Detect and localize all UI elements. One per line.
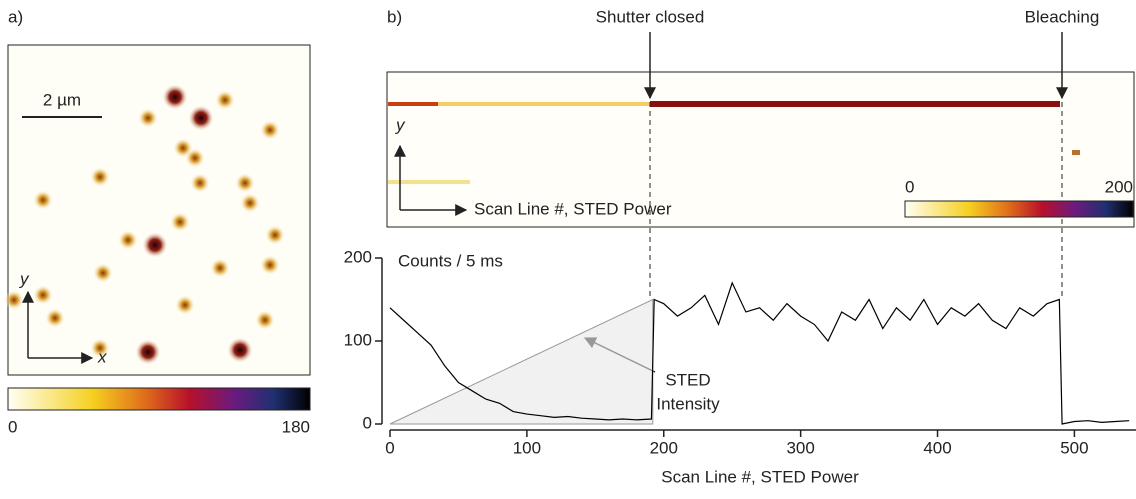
spot <box>45 308 65 328</box>
annotation: Bleaching <box>1025 7 1100 26</box>
spot <box>33 190 53 210</box>
y-tick-label: 0 <box>363 413 372 432</box>
spot <box>188 105 214 131</box>
spot <box>93 263 113 283</box>
panel-label: b) <box>387 7 402 26</box>
colorbar <box>904 200 1134 218</box>
spot <box>235 173 255 193</box>
annotation: STED <box>665 370 710 389</box>
spot <box>90 167 110 187</box>
spot <box>142 232 168 258</box>
panel-label: a) <box>8 7 23 26</box>
spot <box>170 212 190 232</box>
x-axis-title: Scan Line #, STED Power <box>661 467 859 486</box>
colorbar-tick-label: 180 <box>282 417 310 436</box>
spot <box>255 310 275 330</box>
x-tick-label: 0 <box>385 438 394 457</box>
colorbar <box>7 387 311 411</box>
spot <box>90 338 110 358</box>
spot <box>33 285 53 305</box>
x-tick-label: 500 <box>1060 438 1088 457</box>
x-tick-label: 400 <box>923 438 951 457</box>
spot <box>260 120 280 140</box>
data-line <box>389 281 1130 425</box>
spot <box>162 84 188 110</box>
axis-label: Scan Line #, STED Power <box>474 199 672 218</box>
spot <box>260 255 280 275</box>
spot <box>227 337 253 363</box>
sted-ramp <box>389 298 654 425</box>
x-tick-label: 100 <box>513 438 541 457</box>
micrograph <box>4 44 311 376</box>
annotation: Shutter closed <box>596 7 705 26</box>
spot <box>210 258 230 278</box>
spot <box>118 230 138 250</box>
spot <box>215 90 235 110</box>
y-axis-title: Counts / 5 ms <box>398 251 503 270</box>
spot <box>175 295 195 315</box>
colorbar-tick-label: 0 <box>905 177 914 196</box>
spot <box>265 225 285 245</box>
spot <box>240 193 260 213</box>
spot <box>190 173 210 193</box>
colorbar-tick-label: 200 <box>1105 177 1133 196</box>
y-tick-label: 100 <box>344 330 372 349</box>
spot <box>4 290 24 310</box>
spot <box>138 108 158 128</box>
spot <box>185 148 205 168</box>
spot <box>135 339 161 365</box>
axis-label: y <box>395 115 406 134</box>
axis-label: x <box>97 347 107 366</box>
x-tick-label: 300 <box>786 438 814 457</box>
x-tick-label: 200 <box>650 438 678 457</box>
annotation: Intensity <box>656 394 720 413</box>
scale-bar-label: 2 µm <box>43 90 81 109</box>
colorbar-tick-label: 0 <box>8 417 17 436</box>
y-tick-label: 200 <box>344 247 372 266</box>
axis-label: y <box>19 269 30 288</box>
